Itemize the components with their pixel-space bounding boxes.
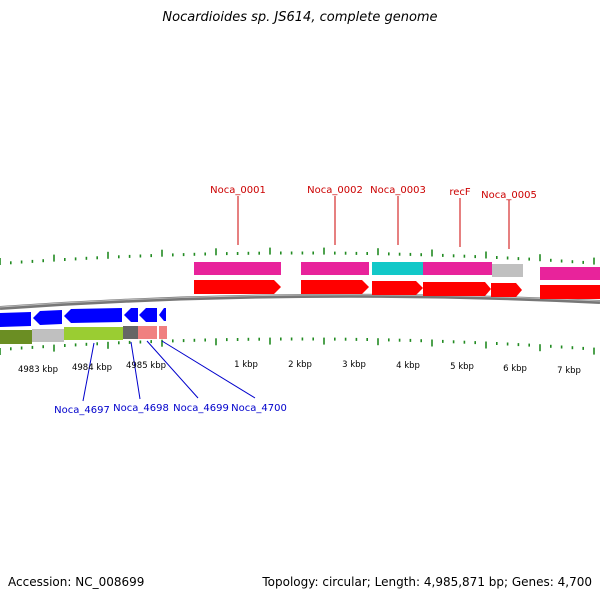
gene-bar-noca-0005[interactable]	[492, 264, 523, 277]
genome-summary-text: Topology: circular; Length: 4,985,871 bp…	[262, 575, 592, 589]
gene-bar-noca-0003[interactable]	[372, 262, 423, 275]
gene-bar-noca-4698[interactable]	[123, 326, 138, 339]
cds-arrow-reverse-2[interactable]	[33, 310, 62, 325]
label-noca-4697[interactable]: Noca_4697	[54, 405, 110, 416]
cds-arrow-noca-0002[interactable]	[301, 280, 369, 294]
label-noca-0001[interactable]: Noca_0001	[210, 185, 266, 196]
gene-bar-noca-4697[interactable]	[64, 327, 123, 340]
reverse-cds-track	[0, 308, 166, 327]
gene-bar-noca-0001[interactable]	[194, 262, 281, 275]
cds-arrow-noca-0005[interactable]	[491, 283, 522, 297]
gene-bar-noca-4700[interactable]	[159, 326, 167, 339]
leader-line-noca-4700	[161, 340, 256, 399]
cds-arrow-recf[interactable]	[423, 282, 491, 296]
forward-cds-track	[194, 280, 600, 299]
genome-backbone-highlight	[0, 294, 600, 308]
scale-label-4: 4 kbp	[396, 361, 420, 371]
bottom-tick-marks	[0, 337, 595, 355]
scale-label-2: 2 kbp	[288, 360, 312, 370]
accession-text: Accession: NC_008699	[8, 575, 145, 589]
top-tick-marks	[0, 247, 595, 265]
scale-label-4984: 4984 kbp	[72, 363, 112, 373]
label-noca-0002[interactable]: Noca_0002	[307, 185, 363, 196]
leader-line-noca-4697	[82, 342, 95, 402]
label-recf[interactable]: recF	[449, 187, 471, 198]
gene-bar-noca-4699[interactable]	[138, 326, 157, 339]
gene-bar-next[interactable]	[540, 267, 600, 280]
scale-label-6: 6 kbp	[503, 364, 527, 374]
scale-label-1: 1 kbp	[234, 360, 258, 370]
forward-gene-track	[194, 262, 600, 280]
leader-line-noca-4699	[146, 340, 199, 399]
scale-label-7: 7 kbp	[557, 366, 581, 376]
leader-line-noca-4698	[130, 341, 141, 400]
scale-label-3: 3 kbp	[342, 360, 366, 370]
cds-arrow-noca-4700-arrow[interactable]	[159, 308, 166, 321]
gene-bar-reverse-gray[interactable]	[32, 329, 64, 342]
cds-arrow-noca-4697-arrow[interactable]	[64, 308, 122, 323]
forward-gene-labels: Noca_0001 Noca_0002 Noca_0003 recF Noca_…	[210, 185, 537, 249]
scale-label-5: 5 kbp	[450, 362, 474, 372]
label-noca-4699[interactable]: Noca_4699	[173, 403, 229, 414]
scale-label-4983: 4983 kbp	[18, 365, 58, 375]
label-noca-0005[interactable]: Noca_0005	[481, 190, 537, 201]
label-noca-0003[interactable]: Noca_0003	[370, 185, 426, 196]
cds-arrow-noca-4699-arrow[interactable]	[139, 308, 157, 322]
genome-backbone	[0, 293, 600, 310]
gene-bar-noca-0002[interactable]	[301, 262, 369, 275]
scale-label-4985: 4985 kbp	[126, 361, 166, 371]
gene-bar-reverse-olive[interactable]	[0, 330, 32, 344]
gene-bar-recf[interactable]	[423, 262, 492, 275]
reverse-gene-track	[0, 326, 167, 344]
reverse-gene-labels: Noca_4697 Noca_4698 Noca_4699 Noca_4700	[54, 340, 287, 416]
label-noca-4698[interactable]: Noca_4698	[113, 403, 169, 414]
scale-labels: 4983 kbp 4984 kbp 4985 kbp 1 kbp 2 kbp 3…	[18, 360, 581, 376]
cds-arrow-next[interactable]	[540, 285, 600, 299]
cds-arrow-noca-0003[interactable]	[372, 281, 423, 295]
page-title: Nocardioides sp. JS614, complete genome	[162, 10, 438, 25]
cds-arrow-reverse-1[interactable]	[0, 312, 31, 327]
cds-arrow-noca-0001[interactable]	[194, 280, 281, 294]
label-noca-4700[interactable]: Noca_4700	[231, 403, 287, 414]
cds-arrow-noca-4698-arrow[interactable]	[124, 308, 138, 322]
